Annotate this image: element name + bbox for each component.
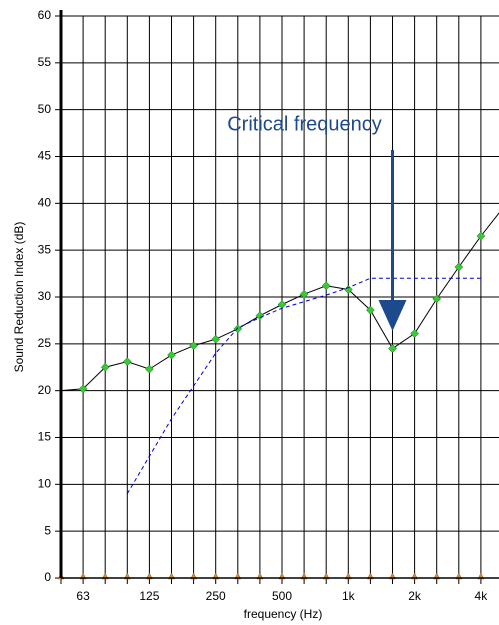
point bbox=[233, 324, 243, 334]
x-tick-label: 63 bbox=[76, 589, 90, 603]
y-tick-label: 5 bbox=[44, 523, 51, 537]
point bbox=[78, 384, 88, 394]
point bbox=[122, 357, 132, 366]
y-tick-label: 10 bbox=[38, 477, 52, 491]
point bbox=[366, 305, 375, 315]
y-axis-label: Sound Reduction Index (dB) bbox=[12, 222, 26, 373]
grid bbox=[55, 10, 499, 584]
point bbox=[167, 350, 176, 360]
point bbox=[255, 311, 265, 321]
x-tick-label: 500 bbox=[272, 589, 292, 603]
point bbox=[145, 364, 154, 374]
y-tick-label: 30 bbox=[38, 289, 52, 303]
y-tick-label: 25 bbox=[38, 336, 52, 350]
y-tick-label: 45 bbox=[38, 149, 52, 163]
y-tick-label: 40 bbox=[38, 196, 52, 210]
plot-area bbox=[61, 207, 499, 494]
y-tick-label: 50 bbox=[38, 102, 52, 116]
x-tick-label: 250 bbox=[206, 589, 226, 603]
point bbox=[476, 231, 486, 241]
x-tick-label: 125 bbox=[139, 589, 159, 603]
point bbox=[189, 341, 198, 351]
point bbox=[321, 281, 331, 291]
point bbox=[454, 262, 464, 272]
point bbox=[211, 334, 221, 344]
x-axis-label: frequency (Hz) bbox=[244, 607, 323, 621]
point bbox=[388, 344, 397, 353]
point bbox=[410, 329, 419, 338]
x-tick-label: 4k bbox=[475, 589, 489, 603]
point bbox=[100, 362, 110, 372]
x-tick-label: 1k bbox=[342, 589, 356, 603]
point bbox=[299, 289, 309, 299]
point bbox=[432, 294, 442, 304]
x-tick-label: 2k bbox=[408, 589, 422, 603]
y-tick-label: 20 bbox=[38, 383, 52, 397]
y-tick-label: 60 bbox=[38, 8, 52, 22]
annotation-arrowhead bbox=[378, 300, 407, 331]
point bbox=[343, 285, 353, 294]
y-tick-label: 0 bbox=[44, 570, 51, 584]
y-tick-label: 55 bbox=[38, 55, 52, 69]
annotation: Critical frequency bbox=[227, 113, 382, 135]
y-tick-label: 15 bbox=[38, 430, 52, 444]
y-tick-label: 35 bbox=[38, 242, 52, 256]
series-line bbox=[126, 277, 481, 494]
